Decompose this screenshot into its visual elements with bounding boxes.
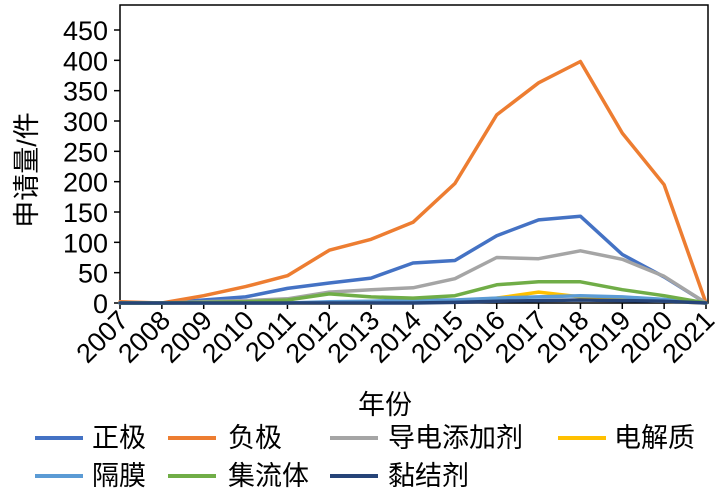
y-tick-label: 300 [63,107,108,137]
legend-label: 电解质 [614,423,695,453]
legend-label: 黏结剂 [388,461,469,491]
series-line-6 [118,298,708,305]
legend-label: 集流体 [228,461,309,491]
legend-item: 黏结剂 [330,461,469,491]
x-axis-title: 年份 [358,390,412,420]
y-axis-title: 申请量/件 [12,112,42,228]
legend-item: 负极 [168,423,282,453]
y-tick-label: 50 [78,259,108,289]
y-tick-label: 100 [63,228,108,258]
legend-label: 隔膜 [92,461,146,491]
y-tick-label: 450 [63,16,108,46]
series-line-1 [118,59,708,305]
series-line-0 [118,214,708,305]
x-axis-ticks: 2007200820092010201120122013201420152016… [71,303,720,369]
legend-item: 隔膜 [35,461,146,491]
legend-label: 导电添加剂 [388,423,523,453]
y-tick-label: 350 [63,77,108,107]
legend-item: 集流体 [168,461,309,491]
y-tick-label: 400 [63,46,108,76]
y-tick-label: 0 [93,289,108,319]
legend-label: 负极 [228,423,282,453]
y-tick-label: 250 [63,137,108,167]
y-tick-label: 200 [63,168,108,198]
legend-item: 导电添加剂 [330,423,523,453]
series-layer [118,59,708,305]
legend-item: 电解质 [558,423,695,453]
legend-label: 正极 [92,423,146,453]
y-tick-label: 150 [63,198,108,228]
legend-item: 正极 [35,423,146,453]
